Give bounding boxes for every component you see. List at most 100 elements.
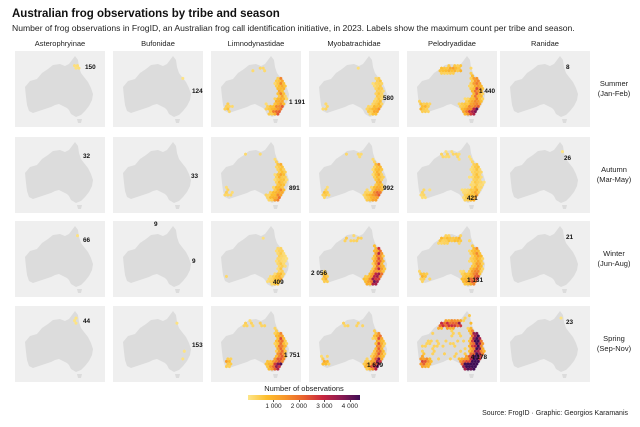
hex-bin: [274, 109, 278, 114]
hex-bin: [475, 277, 479, 281]
hex-bin: [429, 339, 433, 343]
hex-bin: [478, 86, 482, 91]
hex-bin: [227, 104, 231, 109]
hex-bin: [277, 264, 281, 268]
hex-bin: [226, 357, 230, 361]
hex-bin: [276, 183, 280, 187]
hex-bin: [372, 334, 376, 338]
hex-bin: [372, 195, 376, 200]
hex-bin: [375, 79, 379, 83]
hex-bin: [276, 282, 280, 286]
australia-landmass: [123, 311, 191, 372]
hex-bin: [280, 349, 284, 353]
hex-bin: [472, 331, 476, 336]
hex-bin: [374, 167, 378, 172]
hex-bin: [450, 334, 454, 338]
hex-bin: [374, 282, 378, 286]
hex-bin: [479, 349, 483, 353]
max-count-label: 153: [192, 342, 203, 349]
hex-bin: [472, 92, 476, 96]
max-count-label: 9: [192, 258, 196, 265]
hex-bin: [367, 104, 371, 109]
hex-bin: [453, 318, 457, 323]
hex-bin: [481, 183, 485, 187]
hex-bin: [472, 162, 476, 167]
hex-bin: [321, 357, 325, 361]
hex-bin: [482, 180, 486, 184]
hex-bin: [472, 81, 476, 86]
hex-bin: [469, 193, 473, 197]
hex-bin: [472, 102, 476, 106]
hex-bin: [473, 344, 477, 348]
hex-bin: [272, 109, 275, 114]
hex-bin: [371, 352, 375, 356]
facet-panel: 23: [500, 306, 590, 382]
hex-bin: [378, 259, 382, 263]
hex-bin: [472, 352, 476, 356]
hex-bin: [476, 190, 480, 195]
hex-bin: [378, 359, 382, 364]
hex-bin: [381, 264, 385, 268]
hex-bin: [476, 170, 480, 174]
hex-bin: [380, 336, 384, 341]
hex-bin: [422, 102, 426, 106]
hex-bin: [374, 102, 378, 106]
hex-bin: [280, 274, 284, 279]
hex-bin: [349, 239, 353, 243]
hex-bin: [368, 282, 372, 286]
max-count-label: 150: [85, 64, 96, 71]
hex-bin: [277, 254, 281, 258]
hex-bin: [473, 334, 477, 338]
hex-bin: [419, 193, 423, 197]
hex-bin: [273, 178, 277, 182]
hex-bin: [463, 277, 467, 281]
hex-bin: [283, 175, 287, 179]
hex-bin: [445, 71, 449, 75]
hex-bin: [378, 354, 382, 359]
facet-map: [510, 142, 578, 209]
hex-bin: [283, 180, 287, 184]
hex-bin: [272, 190, 275, 195]
hex-bin: [283, 94, 287, 98]
hex-bin: [377, 188, 381, 192]
hex-bin: [422, 193, 426, 197]
hex-bin: [470, 264, 474, 268]
hex-bin: [435, 339, 439, 343]
hex-bin: [460, 272, 464, 276]
hex-bin: [269, 109, 273, 114]
hex-bin: [230, 104, 234, 109]
hex-bin: [274, 160, 278, 164]
hex-bin: [371, 157, 375, 161]
hex-bin: [227, 359, 231, 364]
hex-bin: [227, 364, 231, 369]
hex-bin: [465, 190, 469, 195]
hex-bin: [377, 272, 381, 276]
hex-bin: [352, 239, 356, 243]
hex-bin: [276, 262, 280, 266]
hex-bin: [472, 107, 476, 111]
hex-bin: [229, 362, 233, 366]
hex-bin: [380, 251, 384, 256]
hex-bin: [273, 172, 277, 177]
hex-bin: [479, 175, 483, 179]
hex-bin: [470, 354, 474, 359]
hex-bin: [269, 274, 273, 279]
tasmania-landmass: [469, 205, 474, 209]
hex-bin: [418, 99, 421, 104]
hex-bin: [374, 193, 378, 197]
hex-bin: [264, 102, 268, 106]
hex-bin: [422, 272, 426, 276]
hex-bin: [419, 272, 423, 276]
hex-bin: [426, 359, 430, 364]
hex-bin: [283, 259, 287, 263]
row-header-2: Autumn (Mar-May): [596, 165, 632, 184]
hex-bin: [475, 347, 479, 351]
hex-bin: [456, 69, 460, 73]
hex-bin: [371, 282, 375, 286]
hex-bin: [377, 107, 381, 111]
hex-bin: [230, 190, 234, 195]
hex-bin: [325, 190, 329, 195]
hex-bin: [327, 193, 331, 197]
hex-bin: [381, 89, 385, 93]
hex-bin: [368, 107, 372, 111]
